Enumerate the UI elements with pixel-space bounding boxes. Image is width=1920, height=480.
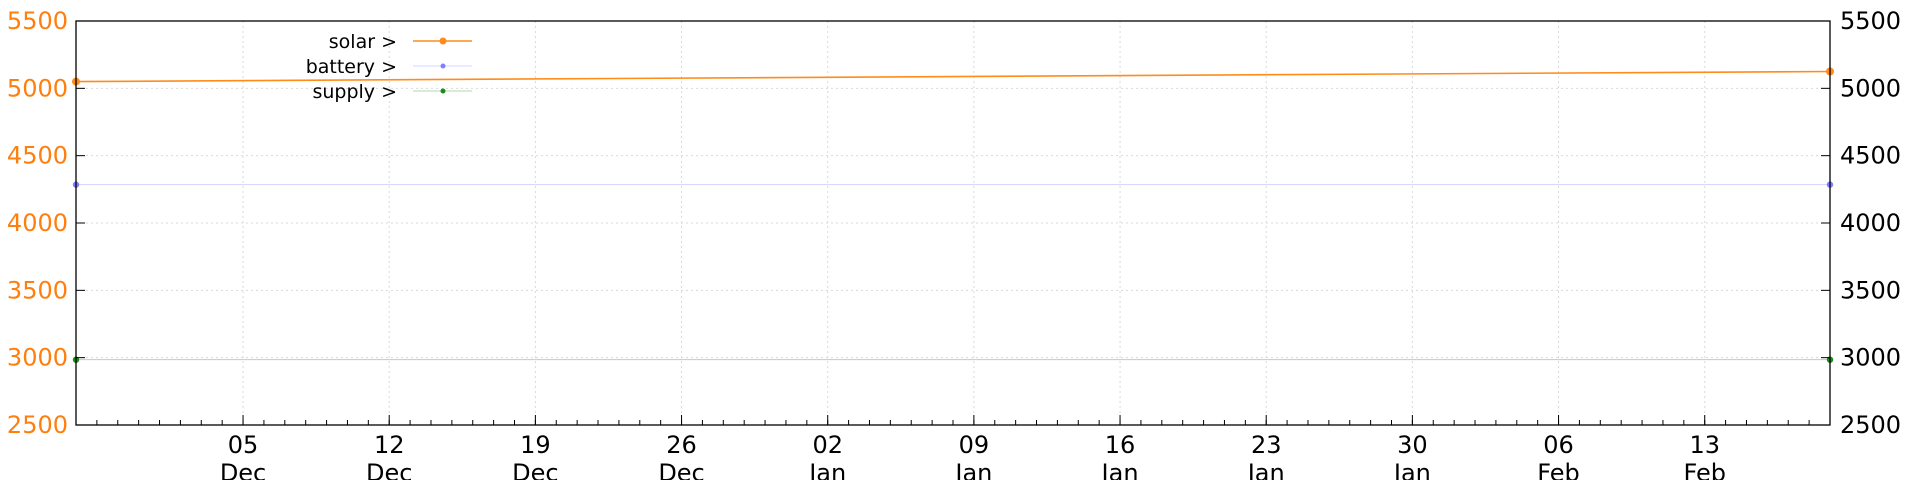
x-tick-label-day: 06 [1543,431,1574,459]
x-tick-label-month: Dec [366,459,412,480]
x-tick-label-month: Jan [1246,459,1285,480]
x-tick-label-day: 26 [666,431,697,459]
y-axis-left: 2500 3000 3500 4000 4500 5000 5500 [7,7,85,439]
x-tick-label-month: Dec [220,459,266,480]
minor-ticks [96,420,1810,425]
x-tick-label-day: 19 [520,431,551,459]
y-tick-label-left: 5500 [7,7,68,35]
series-line-0 [75,70,1831,83]
x-tick-label-month: Jan [953,459,992,480]
y-tick-label-left: 3000 [7,344,68,372]
y-tick-label-left: 2500 [7,411,68,439]
y-tick-label-right: 4000 [1840,209,1901,237]
x-tick-label-month: Dec [512,459,558,480]
y-tick-label-left: 4500 [7,142,68,170]
x-tick-label-day: 05 [228,431,259,459]
x-tick-label-month: Feb [1683,459,1726,480]
x-tick-label-day: 23 [1251,431,1282,459]
legend-label-0: solar > [329,31,397,53]
legend-swatch-marker-1 [440,63,446,69]
y-axis-right: 2500 3000 3500 4000 4500 5000 5500 [1821,7,1901,439]
x-axis: 05Dec12Dec19Dec26Dec02Jan09Jan16Jan23Jan… [220,415,1726,480]
y-tick-label-right: 4500 [1840,142,1901,170]
grid [76,21,1830,425]
y-tick-label-right: 2500 [1840,411,1901,439]
x-tick-label-month: Jan [1392,459,1431,480]
x-tick-label-month: Jan [807,459,846,480]
y-tick-label-left: 5000 [7,74,68,102]
y-tick-label-right: 5000 [1840,74,1901,102]
y-tick-label-left: 3500 [7,276,68,304]
x-tick-label-day: 16 [1105,431,1136,459]
x-tick-label-day: 02 [812,431,843,459]
legend: solar > battery > supply > [306,31,472,103]
y-tick-label-right: 5500 [1840,7,1901,35]
legend-swatch-marker-0 [439,37,447,45]
x-tick-label-day: 30 [1397,431,1428,459]
x-tick-label-day: 09 [959,431,990,459]
y-tick-label-right: 3500 [1840,276,1901,304]
x-tick-label-month: Dec [658,459,704,480]
x-tick-label-day: 13 [1689,431,1720,459]
x-tick-label-day: 12 [374,431,405,459]
legend-label-2: supply > [312,81,397,103]
legend-swatch-marker-2 [440,88,446,94]
series-layer [72,67,1834,363]
x-tick-label-month: Feb [1537,459,1580,480]
y-tick-label-left: 4000 [7,209,68,237]
x-tick-label-month: Jan [1100,459,1139,480]
legend-label-1: battery > [306,56,397,78]
y-tick-label-right: 3000 [1840,344,1901,372]
